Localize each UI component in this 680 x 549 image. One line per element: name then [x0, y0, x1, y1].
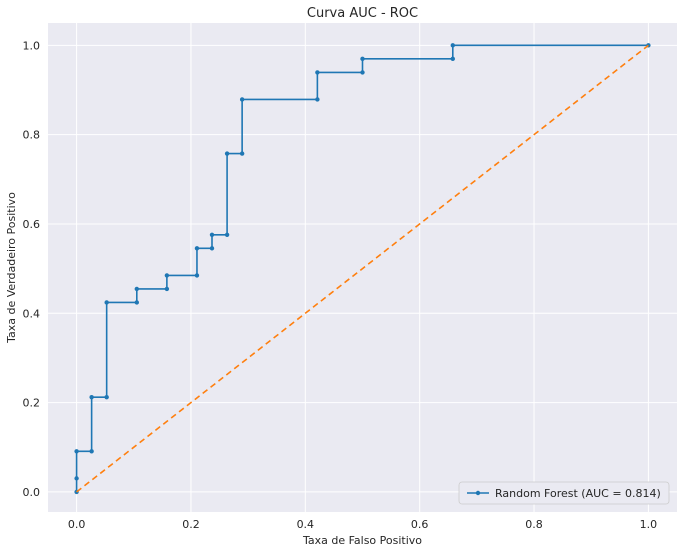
y-tick-label-1: 0.2 — [23, 397, 41, 410]
series-0-point-5 — [104, 394, 109, 400]
plot-area — [48, 23, 677, 512]
series-0-point-20 — [315, 70, 320, 75]
series-0-point-14 — [209, 232, 215, 237]
series-0-point-15 — [224, 232, 230, 237]
x-axis-label: Taxa de Falso Positivo — [302, 534, 422, 547]
series-0-point-12 — [194, 246, 200, 251]
series-0-point-17 — [239, 151, 245, 156]
series-0-point-9 — [164, 286, 170, 292]
legend-entry-random-forest: Random Forest (AUC = 0.814) — [495, 487, 661, 500]
series-0-point-23 — [450, 56, 455, 62]
series-0-point-8 — [134, 286, 140, 292]
y-tick-label-5: 1.0 — [23, 39, 41, 52]
y-tick-label-2: 0.4 — [23, 307, 41, 320]
series-0-point-4 — [89, 394, 94, 400]
x-tick-label-4: 0.8 — [525, 518, 543, 531]
series-0-point-22 — [360, 56, 365, 62]
series-0-point-7 — [134, 300, 140, 305]
series-0-point-3 — [89, 449, 94, 454]
series-0-point-21 — [360, 70, 365, 75]
series-0-point-1 — [74, 476, 79, 481]
series-0-point-18 — [239, 97, 245, 102]
legend-marker-swatch — [475, 490, 481, 496]
legend-box — [458, 481, 670, 505]
y-tick-label-4: 0.8 — [23, 129, 41, 142]
y-tick-label-0: 0.0 — [23, 486, 41, 499]
y-tick-label-3: 0.6 — [23, 218, 41, 231]
series-line-1 — [76, 44, 649, 493]
series-0-point-24 — [450, 43, 455, 48]
x-tick-label-5: 1.0 — [640, 518, 658, 531]
series-0-point-6 — [104, 300, 109, 305]
x-tick-label-3: 0.6 — [411, 518, 429, 531]
x-tick-label-1: 0.2 — [182, 518, 200, 531]
series-line-0 — [75, 44, 649, 492]
legend: Random Forest (AUC = 0.814) — [458, 481, 670, 505]
series-0-point-19 — [315, 97, 320, 102]
x-tick-label-0: 0.0 — [68, 518, 86, 531]
series-0-point-16 — [224, 151, 230, 156]
y-axis-label: Taxa de Verdadeiro Positivo — [5, 192, 18, 344]
tick-labels: 0.0 0.2 0.4 0.6 0.8 1.0 0.0 0.2 0.4 0.6 0.8 1.0 — [23, 39, 658, 531]
plot-background — [48, 23, 677, 512]
x-tick-label-2: 0.4 — [297, 518, 315, 531]
series-0-point-13 — [209, 246, 215, 251]
series-layer — [74, 43, 651, 495]
grid-lines — [48, 23, 677, 512]
series-0-point-2 — [74, 449, 79, 454]
series-0-point-11 — [194, 273, 200, 278]
series-0-point-10 — [164, 273, 170, 278]
chart-title: Curva AUC - ROC — [307, 6, 418, 21]
